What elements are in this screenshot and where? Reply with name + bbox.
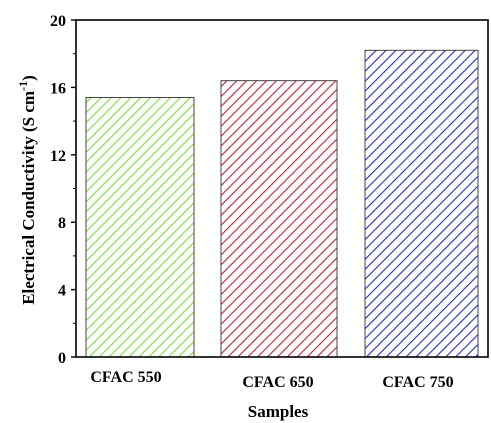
bars-layer <box>85 49 479 358</box>
x-tick-layer: CFAC 550 CFAC 650 CFAC 750 <box>90 369 453 391</box>
bar-cfac-550 <box>85 97 195 358</box>
x-tick-label-cfac-550: CFAC 550 <box>90 369 161 386</box>
bar-cfac-750 <box>364 49 479 358</box>
y-tick-label: 20 <box>50 13 66 30</box>
y-axis-label-close: ) <box>19 75 38 81</box>
y-tick-label: 4 <box>58 283 66 300</box>
y-tick-layer: 0 4 8 12 16 20 <box>50 13 76 367</box>
y-axis-label-main: Electrical Conductivity (S cm <box>19 91 38 305</box>
y-tick-label: 8 <box>58 215 66 232</box>
x-axis-label: Samples <box>248 402 309 421</box>
y-axis-label: Electrical Conductivity (S cm-1) <box>16 75 38 305</box>
y-tick-label: 16 <box>50 80 66 97</box>
x-tick-label-cfac-750: CFAC 750 <box>382 374 453 391</box>
y-tick-label: 0 <box>58 350 66 367</box>
bar-cfac-650 <box>220 80 338 358</box>
x-tick-label-cfac-650: CFAC 650 <box>242 374 313 391</box>
y-axis-label-sup: -1 <box>16 81 30 91</box>
y-tick-label: 12 <box>50 148 66 165</box>
